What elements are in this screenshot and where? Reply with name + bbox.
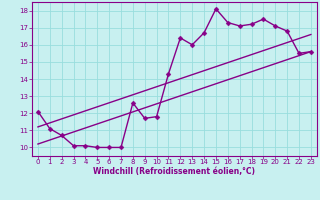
X-axis label: Windchill (Refroidissement éolien,°C): Windchill (Refroidissement éolien,°C)	[93, 167, 255, 176]
